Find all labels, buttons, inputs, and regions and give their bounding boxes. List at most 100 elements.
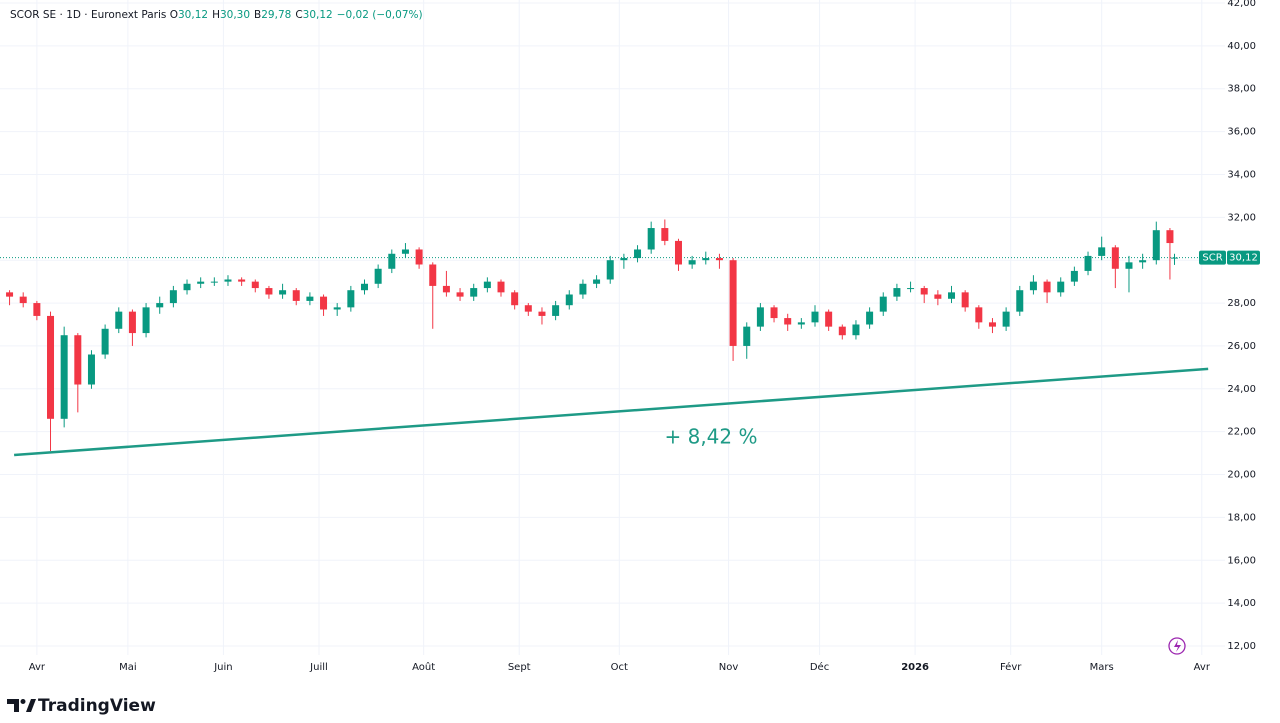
candle-body (1152, 230, 1160, 261)
candle-body (784, 318, 792, 325)
candle-body (360, 283, 368, 291)
candle-body (6, 292, 14, 297)
candle-body (1125, 262, 1133, 269)
candle-body (388, 253, 396, 269)
price-tag-bg (1199, 250, 1226, 265)
candle-body (565, 294, 573, 306)
candle-body (1002, 311, 1010, 327)
candle-body (483, 281, 491, 289)
y-tick-label: 32,00 (1227, 212, 1256, 223)
candle-body (606, 260, 614, 280)
candle-body (879, 296, 887, 312)
price-tag-bg (1227, 250, 1260, 265)
candle-body (60, 335, 68, 419)
y-tick-label: 36,00 (1227, 127, 1256, 138)
trendline (14, 367, 1209, 457)
x-tick-label: Févr (1000, 661, 1022, 673)
candle-body (524, 305, 532, 312)
candle-body (1139, 260, 1147, 263)
candle-body (429, 264, 437, 286)
y-tick-label: 40,00 (1227, 41, 1256, 52)
candle-body (893, 288, 901, 297)
y-tick-label: 34,00 (1227, 169, 1256, 180)
candle-body (975, 307, 983, 323)
y-tick-label: 18,00 (1227, 512, 1256, 523)
candle-body (74, 335, 82, 385)
candle-body (333, 307, 341, 310)
candle-body (661, 228, 669, 241)
price-tag-symbol: SCR (1202, 253, 1222, 264)
candle-body (1166, 230, 1174, 244)
x-tick-label: Juill (309, 662, 328, 673)
candle-body (470, 288, 478, 297)
x-tick-label: Oct (611, 662, 628, 673)
candle-body (279, 290, 287, 295)
alert-icon[interactable] (1168, 637, 1186, 655)
candle-body (1084, 255, 1092, 271)
candle-body (634, 249, 642, 259)
candle-body (838, 326, 846, 336)
candle-body (797, 322, 805, 325)
candle-body (811, 311, 819, 323)
candle-body (538, 311, 546, 316)
candle-body (907, 288, 915, 290)
candle-body (169, 290, 177, 304)
ohlc-value: 30,12 (178, 9, 209, 21)
candle-body (729, 260, 737, 346)
x-tick-label: Août (412, 661, 435, 673)
candle-body (115, 311, 123, 329)
change: −0,02 (−0,07%) (336, 9, 423, 21)
candle-body (306, 296, 314, 301)
candle-body (934, 294, 942, 299)
candle-body (1111, 247, 1119, 269)
candle-body (674, 240, 682, 265)
candle-body (1170, 257, 1178, 259)
candle-body (292, 290, 300, 301)
y-tick-label: 14,00 (1227, 598, 1256, 609)
candle-body (183, 283, 191, 291)
chart-title: SCOR SE · 1D · Euronext Paris (10, 9, 167, 21)
candle-body (948, 292, 956, 299)
candle-body (101, 328, 109, 355)
candle-body (142, 307, 150, 334)
candle-body (770, 307, 778, 319)
candle-body (497, 281, 505, 293)
candle-body (961, 292, 969, 308)
ohlc-label: H (212, 9, 220, 21)
candle-body (866, 311, 874, 325)
candle-body (702, 258, 710, 261)
candle-body (1098, 247, 1106, 256)
y-tick-label: 26,00 (1227, 341, 1256, 352)
candle-body (715, 258, 723, 261)
candle-body (251, 281, 259, 289)
y-tick-label: 20,00 (1227, 470, 1256, 481)
plot-area (0, 0, 1225, 655)
candle-body (33, 303, 41, 316)
candle-body (374, 268, 382, 284)
candle-body (47, 315, 55, 419)
price-tag-value: 30,12 (1229, 253, 1258, 264)
candle-body (210, 281, 218, 283)
alert-bolt (1174, 640, 1181, 652)
brand-logo (7, 699, 36, 712)
ohlc-value: 30,30 (219, 9, 251, 21)
candle-body (825, 311, 833, 327)
candle-body (320, 296, 328, 310)
candle-body (156, 303, 164, 308)
candle-body (1057, 281, 1065, 293)
x-tick-label: 2026 (901, 662, 929, 673)
x-tick-label: Mai (119, 662, 137, 673)
y-tick-label: 28,00 (1227, 298, 1256, 309)
candle-body (1029, 281, 1037, 291)
candle-body (401, 249, 409, 254)
candle-body (688, 260, 696, 265)
candle-body (128, 311, 136, 334)
candle-body (1016, 290, 1024, 312)
ohlc-value: 29,78 (261, 9, 292, 21)
candle-body (620, 258, 628, 261)
candle-body (415, 249, 423, 265)
y-tick-label: 38,00 (1227, 84, 1256, 95)
candle-body (743, 326, 751, 346)
